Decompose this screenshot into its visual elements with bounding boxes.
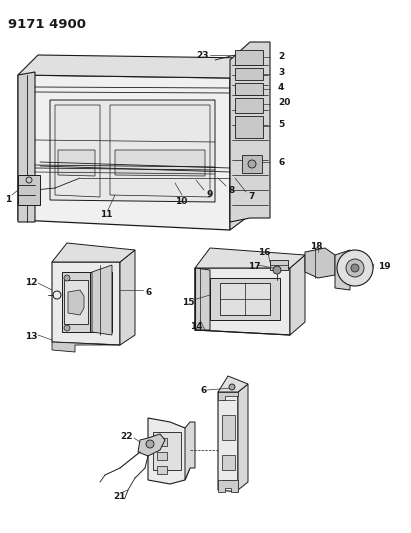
Polygon shape	[195, 248, 305, 268]
Text: 18: 18	[310, 242, 323, 251]
Bar	[222, 455, 235, 470]
Polygon shape	[52, 243, 135, 262]
Polygon shape	[92, 265, 112, 335]
Text: 10: 10	[175, 197, 187, 206]
Text: 19: 19	[378, 262, 390, 271]
Bar	[235, 98, 263, 113]
Bar	[270, 260, 288, 270]
Text: 6: 6	[200, 386, 206, 395]
Bar	[235, 50, 263, 65]
Text: 6: 6	[278, 158, 284, 167]
Bar	[235, 68, 263, 80]
Bar	[18, 175, 40, 205]
Polygon shape	[58, 150, 95, 176]
Text: 7: 7	[248, 192, 254, 201]
Text: 15: 15	[182, 298, 194, 307]
Polygon shape	[218, 480, 238, 492]
Bar	[235, 116, 263, 138]
Polygon shape	[218, 376, 248, 392]
Circle shape	[337, 250, 373, 286]
Circle shape	[273, 266, 281, 274]
Text: 6: 6	[145, 288, 151, 297]
Circle shape	[64, 275, 70, 281]
Polygon shape	[185, 422, 195, 480]
Polygon shape	[68, 290, 84, 315]
Polygon shape	[50, 100, 215, 202]
Polygon shape	[18, 72, 35, 222]
Bar	[64, 280, 88, 324]
Circle shape	[64, 325, 70, 331]
Bar	[62, 272, 112, 332]
Text: 9171 4900: 9171 4900	[8, 18, 86, 31]
Bar	[157, 466, 167, 474]
Polygon shape	[195, 268, 210, 330]
Bar	[242, 155, 262, 173]
Text: 23: 23	[196, 51, 208, 60]
Text: 4: 4	[278, 83, 284, 92]
Polygon shape	[120, 250, 135, 345]
Polygon shape	[138, 434, 165, 456]
Text: 20: 20	[278, 98, 291, 107]
Circle shape	[346, 259, 364, 277]
Circle shape	[229, 384, 235, 390]
Text: 21: 21	[113, 492, 125, 501]
Polygon shape	[230, 58, 250, 230]
Bar	[222, 415, 235, 440]
Polygon shape	[195, 268, 290, 335]
Polygon shape	[52, 262, 120, 345]
Circle shape	[351, 264, 359, 272]
Text: 8: 8	[228, 186, 234, 195]
Polygon shape	[305, 248, 335, 278]
Text: 22: 22	[120, 432, 132, 441]
Polygon shape	[18, 55, 250, 78]
Text: 5: 5	[278, 120, 284, 129]
Polygon shape	[115, 150, 205, 176]
Text: 13: 13	[25, 332, 37, 341]
Polygon shape	[218, 392, 238, 492]
Bar	[210, 278, 280, 320]
Polygon shape	[148, 418, 190, 484]
Text: 3: 3	[278, 68, 284, 77]
Polygon shape	[335, 250, 350, 290]
Text: 1: 1	[5, 195, 11, 204]
Polygon shape	[290, 255, 305, 335]
Text: 17: 17	[248, 262, 261, 271]
Polygon shape	[230, 42, 270, 222]
Text: 9: 9	[206, 190, 212, 199]
Text: 14: 14	[190, 322, 203, 331]
Polygon shape	[218, 392, 238, 400]
Text: 16: 16	[258, 248, 270, 257]
Polygon shape	[18, 75, 230, 230]
Text: 11: 11	[100, 210, 113, 219]
Polygon shape	[238, 384, 248, 490]
Bar	[157, 438, 167, 446]
Text: 2: 2	[278, 52, 284, 61]
Circle shape	[248, 160, 256, 168]
Circle shape	[146, 440, 154, 448]
Polygon shape	[52, 342, 120, 352]
Bar	[157, 452, 167, 460]
Bar	[235, 83, 263, 95]
Text: 12: 12	[25, 278, 37, 287]
Bar	[220, 283, 270, 315]
Bar	[153, 432, 181, 470]
